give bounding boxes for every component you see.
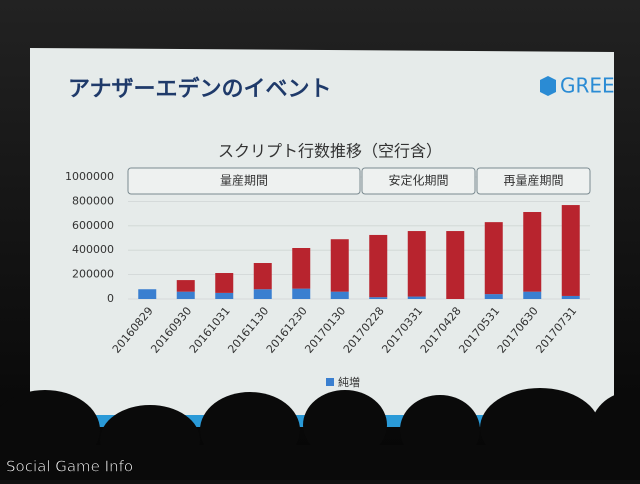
period-box — [127, 167, 361, 195]
y-tick-label: 600000 — [72, 219, 114, 232]
bar-segment — [369, 297, 388, 299]
bar-segment — [176, 280, 195, 292]
legend-swatch — [326, 378, 334, 386]
bar-segment — [561, 295, 580, 299]
y-tick-label: 0 — [107, 292, 114, 305]
bar-segment — [561, 205, 580, 296]
bar-segment — [292, 288, 311, 299]
period-label: 再量産期間 — [503, 173, 563, 188]
logo-mark — [540, 76, 556, 96]
watermark: Social Game Info — [6, 458, 133, 476]
period-label: 量産期間 — [220, 173, 268, 188]
bar-segment — [407, 231, 426, 297]
bar-segment — [215, 273, 234, 293]
bar-segment — [176, 291, 195, 299]
slide — [30, 48, 614, 425]
logo: GREE — [560, 74, 615, 98]
bar-segment — [330, 239, 349, 292]
period-box — [476, 167, 591, 195]
period-label: 安定化期間 — [388, 173, 448, 188]
bar-segment — [523, 212, 542, 292]
bar-segment — [253, 263, 272, 290]
bar-segment — [253, 289, 272, 299]
bar-segment — [292, 248, 311, 289]
legend-label: 純増 — [338, 376, 360, 389]
chart-title: スクリプト行数推移（空行含） — [218, 142, 442, 161]
bar-segment — [523, 291, 542, 299]
bar-segment — [446, 231, 465, 299]
bar-segment — [484, 294, 503, 299]
y-tick-label: 1000000 — [65, 170, 114, 183]
period-box — [361, 167, 476, 195]
bar-segment — [407, 296, 426, 299]
bar-segment — [484, 222, 503, 295]
y-tick-label: 400000 — [72, 243, 114, 256]
audience — [0, 388, 640, 480]
slide-title: アナザーエデンのイベント — [68, 76, 332, 102]
bar-segment — [369, 234, 388, 298]
y-tick-label: 800000 — [72, 194, 114, 207]
bar-segment — [138, 289, 157, 299]
y-tick-label: 200000 — [72, 268, 114, 281]
bar-segment — [215, 292, 234, 299]
bar-segment — [330, 291, 349, 299]
